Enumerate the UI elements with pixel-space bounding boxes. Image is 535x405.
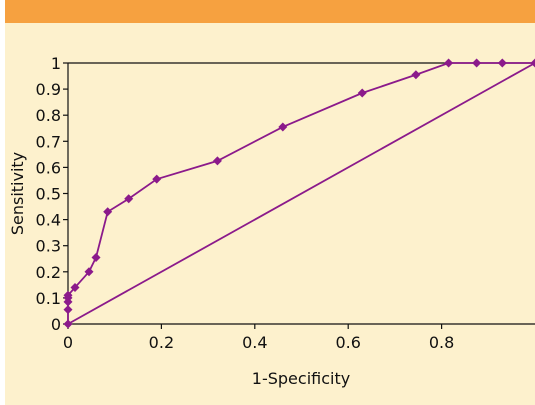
roc-point-marker: [84, 267, 94, 277]
reference-diagonal-line: [67, 62, 535, 325]
roc-point-marker: [472, 58, 482, 68]
x-tick-label: 0.2: [149, 333, 174, 352]
x-tick-label: 0.8: [429, 333, 454, 352]
labels-layer: 1-Specificity Sensitivity 0 0.1 0.2 0.3 0.4 0…: [8, 54, 454, 388]
roc-point-marker: [124, 194, 134, 204]
y-tick-label: 0.8: [36, 106, 61, 125]
x-tick-label: 0: [63, 333, 73, 352]
y-tick-label: 0: [51, 315, 61, 334]
chart-panel: [5, 0, 535, 405]
y-tick-label: 0.6: [36, 158, 61, 177]
roc-point-marker: [63, 305, 73, 315]
y-axis-title: Sensitivity: [8, 152, 27, 235]
roc-point-marker: [70, 282, 80, 292]
y-tick-label: 0.9: [36, 80, 61, 99]
header-accent-bar: [5, 0, 535, 23]
y-tick-label: 1: [51, 54, 61, 73]
roc-point-marker: [497, 58, 507, 68]
y-tick-label: 0.2: [36, 263, 61, 282]
roc-point-marker: [530, 58, 535, 68]
y-tick-label: 0.1: [36, 289, 61, 308]
roc-point-marker: [444, 58, 454, 68]
roc-point-marker: [103, 207, 113, 217]
series-layer: [63, 58, 535, 329]
roc-point-marker: [63, 290, 73, 300]
x-tick-label: 0.6: [335, 333, 360, 352]
y-tick-label: 0.7: [36, 132, 61, 151]
roc-point-marker: [357, 88, 367, 98]
roc-point-marker: [278, 122, 288, 132]
x-tick-label: 0.4: [242, 333, 267, 352]
roc-point-marker: [212, 156, 222, 166]
roc-point-marker: [91, 252, 101, 262]
x-axis-title: 1-Specificity: [252, 369, 350, 388]
roc-point-marker: [152, 174, 162, 184]
y-tick-label: 0.4: [36, 211, 61, 230]
roc-point-marker: [411, 70, 421, 80]
y-tick-label: 0.5: [36, 185, 61, 204]
y-tick-label: 0.3: [36, 237, 61, 256]
